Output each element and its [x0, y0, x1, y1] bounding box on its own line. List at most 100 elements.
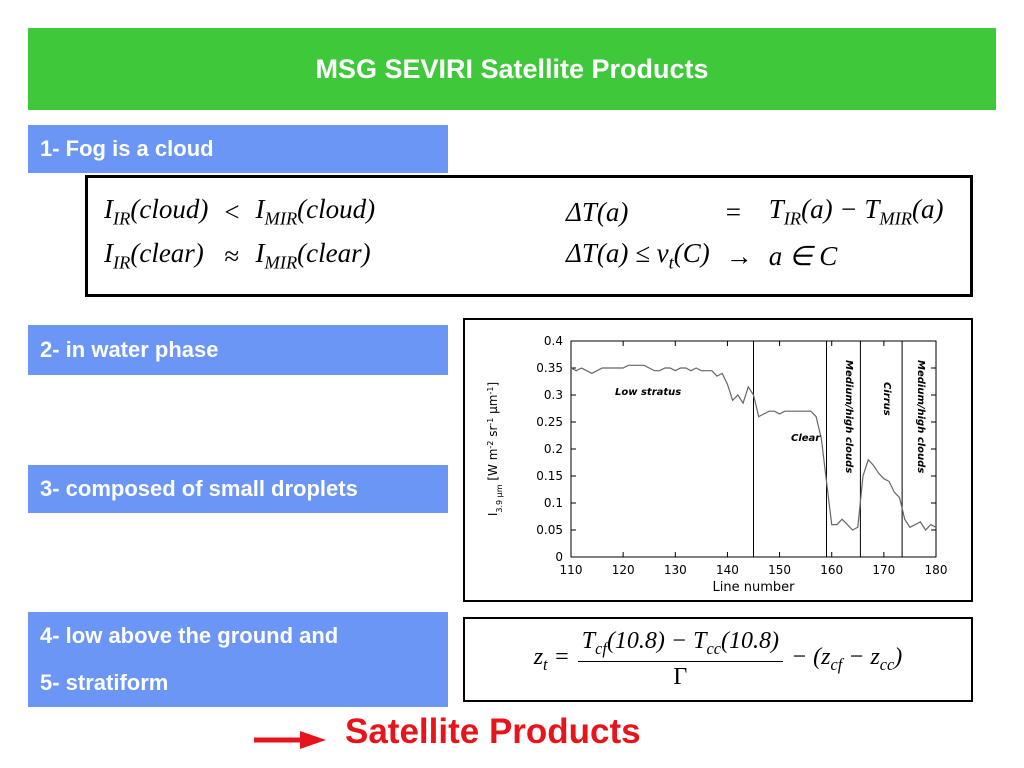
- x-tick-label: 160: [820, 563, 843, 577]
- formula-part: (cloud): [297, 194, 376, 225]
- equation-table: ΔT(a) = TIR(a) − TMIR(a) ΔT(a) ≤ vt(C) → a ∈ …: [558, 190, 951, 278]
- bullet: 2- in water phase: [28, 325, 448, 375]
- annotation: Cirrus: [881, 382, 892, 416]
- formula-part: z: [533, 644, 544, 671]
- equation-table: IIR(cloud) < IMIR(cloud) IIR(clear) ≈ IMIR(cl…: [96, 190, 383, 278]
- formula-part: I: [255, 194, 265, 225]
- y-axis-label-part: sr: [486, 426, 500, 441]
- equation-row: ΔT(a) ≤ vt(C) → a ∈ C: [558, 234, 951, 278]
- y-tick-label: 0.35: [536, 361, 563, 375]
- formula-part: (cloud): [130, 194, 209, 225]
- formula-part: (10.8) − T: [606, 628, 707, 655]
- equation-lhs: ΔT(a): [558, 190, 718, 234]
- y-axis-label-part: I: [486, 513, 500, 517]
- bullet: 3- composed of small droplets: [28, 465, 448, 513]
- y-axis-label-part: μm: [486, 394, 500, 417]
- equation-rhs: IMIR(cloud): [248, 190, 384, 234]
- equation-rhs: TIR(a) − TMIR(a): [761, 190, 952, 234]
- formula-part: (a): [911, 194, 944, 225]
- equation-row: ΔT(a) = TIR(a) − TMIR(a): [558, 190, 951, 234]
- formula-part: (C): [673, 238, 710, 269]
- y-axis-label-part: ]: [486, 382, 500, 387]
- annotation: Medium/high clouds: [843, 360, 854, 473]
- bullet-box: 4- low above the ground and 5- stratifor…: [28, 612, 448, 707]
- equation-box: IIR(cloud) < IMIR(cloud) IIR(clear) ≈ IMIR(cl…: [85, 175, 973, 297]
- equation-op: →: [725, 240, 753, 271]
- formula-part: cc: [879, 654, 895, 674]
- formula-part: cf: [830, 654, 843, 674]
- x-tick-label: 150: [768, 563, 791, 577]
- equation-op: <: [224, 196, 240, 227]
- y-tick-label: 0.2: [544, 442, 563, 456]
- formula-part: IR: [783, 208, 802, 229]
- y-axis-label-part: -1: [486, 418, 495, 426]
- y-axis-label-part: 3.9 μm: [495, 484, 504, 512]
- chart-box: 0 0.05 0.1 0.15 0.2 0.25 0.3 0.35 0.4 110 120 130 14…: [463, 318, 973, 602]
- y-axis-label: I3.9 μm [W m-2 sr-1 μm-1]: [486, 382, 504, 516]
- bullet: 4- low above the ground and: [40, 622, 339, 648]
- formula-lhs: zt =: [534, 644, 570, 675]
- y-tick-label: 0.1: [544, 496, 563, 510]
- formula-part: t: [543, 654, 548, 674]
- footer-text: Satellite Products: [345, 712, 641, 751]
- equation-op: =: [725, 196, 741, 227]
- equation-op: ≈: [224, 240, 240, 271]
- numerator: Tcf(10.8) − Tcc(10.8): [577, 628, 783, 662]
- data-line: [570, 364, 937, 531]
- formula-part: t: [668, 252, 674, 273]
- equation-rhs: IMIR(clear): [248, 234, 384, 278]
- y-axis-label-part: -1: [486, 387, 495, 395]
- x-tick-label: 110: [560, 563, 583, 577]
- formula-part: T: [581, 628, 596, 655]
- bullet: 1- Fog is a cloud: [28, 125, 448, 173]
- x-tick-label: 140: [716, 563, 739, 577]
- y-tick-label: 0.25: [536, 415, 563, 429]
- fraction: Tcf(10.8) − Tcc(10.8) Γ: [577, 628, 783, 691]
- equation-lhs: IIR(clear): [96, 234, 216, 278]
- equation-rhs: a ∈ C: [761, 234, 952, 278]
- annotation: Low stratus: [615, 387, 681, 398]
- x-axis-label: Line number: [713, 580, 796, 595]
- formula-part: a ∈ C: [768, 240, 838, 271]
- formula-part: MIR: [264, 252, 298, 273]
- x-tick-label: 170: [872, 563, 895, 577]
- y-tick-label: 0: [555, 550, 563, 564]
- y-tick-label: 0.4: [544, 334, 563, 348]
- formula-part: (clear): [130, 238, 204, 269]
- formula-part: MIR: [879, 208, 912, 229]
- equation-row: IIR(clear) ≈ IMIR(clear): [96, 234, 383, 278]
- formula-part: − (z: [790, 644, 831, 671]
- arrow: [254, 731, 326, 749]
- formula-part: IR: [113, 208, 131, 229]
- x-tick-label: 120: [612, 563, 635, 577]
- formula-part: (a) − T: [801, 194, 880, 225]
- chart: 0 0.05 0.1 0.15 0.2 0.25 0.3 0.35 0.4 110 120 130 14…: [486, 334, 948, 595]
- formula-part: =: [547, 644, 570, 671]
- formula-part: cc: [706, 638, 721, 658]
- formula-part: IR: [113, 252, 131, 273]
- formula-part: (10.8): [720, 628, 779, 655]
- denominator: Γ: [673, 662, 687, 691]
- annotation: Clear: [791, 433, 821, 444]
- formula-rhs: − (zcf − zcc): [791, 644, 902, 675]
- annotation: Medium/high clouds: [915, 360, 926, 473]
- x-tick-label: 130: [664, 563, 687, 577]
- formula-part: T: [768, 194, 784, 225]
- formula-box: zt = Tcf(10.8) − Tcc(10.8) Γ − (zcf − zcc): [463, 617, 973, 702]
- arrow-head: [300, 731, 326, 749]
- y-tick-label: 0.15: [536, 469, 563, 483]
- formula-part: ΔT(a) ≤ v: [566, 238, 669, 269]
- equation-row: IIR(cloud) < IMIR(cloud): [96, 190, 383, 234]
- formula-part: ΔT(a): [566, 196, 629, 227]
- equation-lhs: ΔT(a) ≤ vt(C): [558, 234, 718, 278]
- y-axis-label-part: -2: [486, 441, 495, 449]
- formula-part: (clear): [297, 238, 371, 269]
- formula-part: I: [255, 238, 265, 269]
- y-tick-label: 0.3: [544, 388, 563, 402]
- y-axis-label-part: [W m: [486, 449, 500, 485]
- equation-lhs: IIR(cloud): [96, 190, 216, 234]
- x-tick-label: 180: [925, 563, 948, 577]
- formula-part: I: [104, 194, 113, 225]
- formula-part: ): [894, 644, 903, 671]
